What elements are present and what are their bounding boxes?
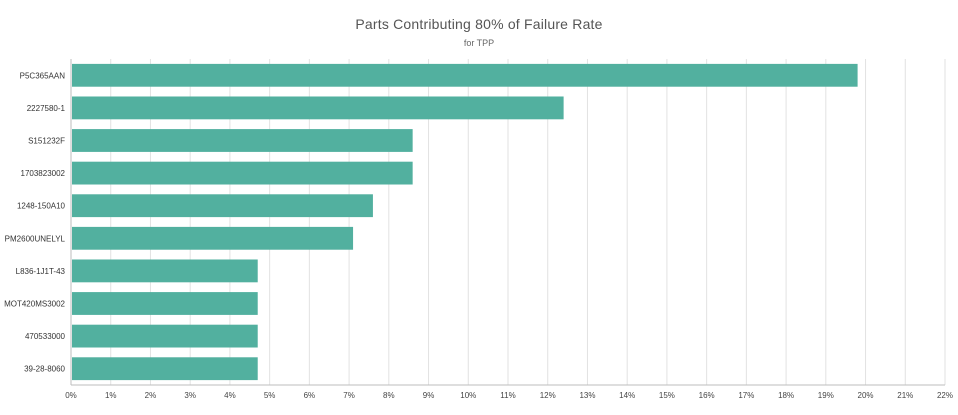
category-label: P5C365AAN	[20, 71, 66, 80]
x-tick-label: 1%	[105, 391, 117, 400]
category-label: 1703823002	[21, 169, 66, 178]
x-tick-label: 19%	[818, 391, 834, 400]
x-tick-label: 6%	[304, 391, 316, 400]
bar[interactable]	[72, 63, 858, 87]
category-label: 2227580-1	[27, 104, 66, 113]
bar[interactable]	[72, 324, 258, 348]
x-tick-label: 17%	[738, 391, 754, 400]
category-label: 470533000	[25, 332, 66, 341]
x-tick-label: 10%	[460, 391, 476, 400]
x-tick-label: 22%	[937, 391, 953, 400]
x-tick-label: 12%	[540, 391, 556, 400]
x-tick-label: 9%	[423, 391, 435, 400]
category-labels: P5C365AAN 2227580-1 S151232F 1703823002 1248…	[4, 71, 65, 373]
x-tick-label: 5%	[264, 391, 276, 400]
category-label: L836-1J1T-43	[16, 267, 66, 276]
x-tick-label: 18%	[778, 391, 794, 400]
x-tick-label: 16%	[699, 391, 715, 400]
bar[interactable]	[72, 96, 564, 120]
bar[interactable]	[72, 129, 413, 152]
bar[interactable]	[72, 161, 413, 185]
x-tick-label: 20%	[858, 391, 874, 400]
category-label: PM2600UNELYL	[5, 234, 66, 243]
x-tick-label: 0%	[65, 391, 77, 400]
category-label: 1248-150A10	[17, 202, 66, 211]
bar[interactable]	[72, 226, 354, 250]
x-tick-label: 15%	[659, 391, 675, 400]
x-tick-labels: 0% 1% 2% 3% 4% 5% 6% 7% 8% 9% 10% 11% 12% 13% 14% 15% 16…	[65, 391, 953, 400]
category-label: MOT420MS3002	[4, 300, 65, 309]
x-tick-label: 7%	[343, 391, 355, 400]
bar[interactable]	[72, 259, 258, 283]
x-tick-label: 13%	[579, 391, 595, 400]
x-tick-label: 4%	[224, 391, 236, 400]
category-label: S151232F	[28, 137, 65, 146]
x-tick-label: 21%	[897, 391, 913, 400]
chart-subtitle: for TPP	[463, 38, 495, 48]
category-label: 39-28-8060	[24, 365, 65, 374]
x-tick-label: 2%	[145, 391, 157, 400]
x-tick-label: 14%	[619, 391, 635, 400]
x-tick-label: 11%	[500, 391, 515, 400]
chart-title: Parts Contributing 80% of Failure Rate	[355, 16, 603, 32]
x-tick-label: 3%	[184, 391, 196, 400]
x-tick-label: 8%	[383, 391, 395, 400]
bar[interactable]	[72, 292, 258, 315]
bars	[72, 63, 858, 381]
bar[interactable]	[72, 194, 373, 218]
bar[interactable]	[72, 357, 258, 381]
